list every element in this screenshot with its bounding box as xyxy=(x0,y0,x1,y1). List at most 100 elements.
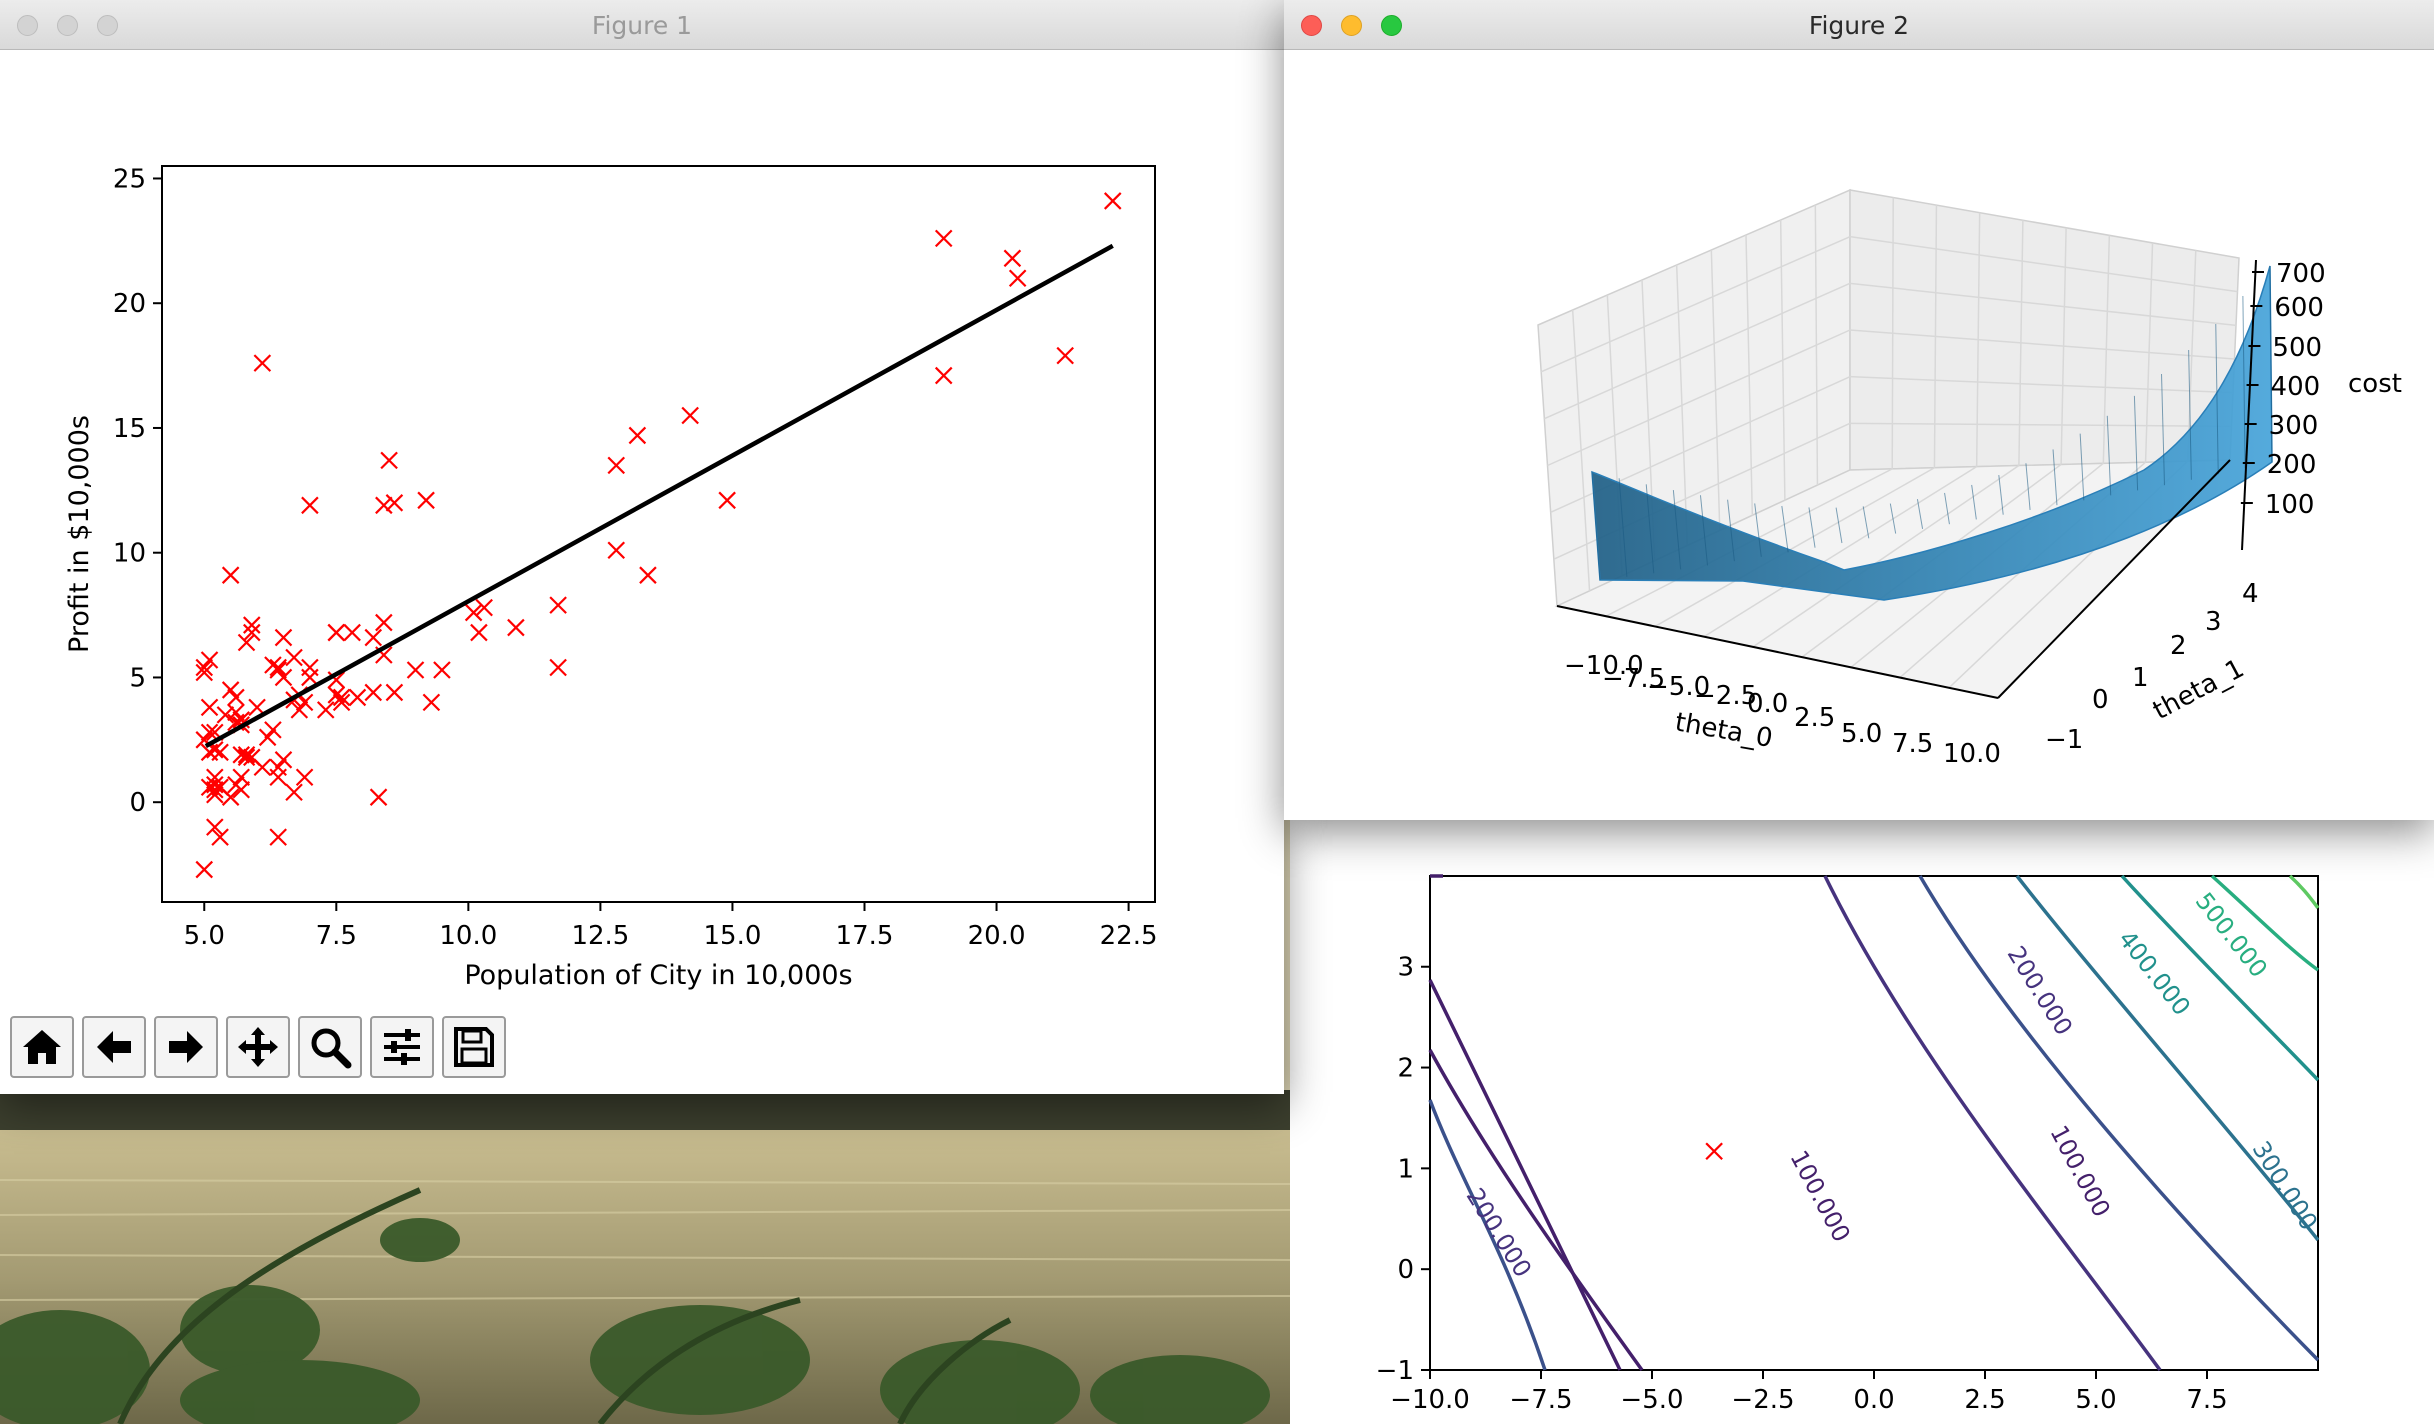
data-point-marker xyxy=(406,661,425,679)
data-point-marker xyxy=(232,746,251,764)
mesh-line xyxy=(1672,490,1682,570)
data-point-marker xyxy=(264,721,282,739)
y-tick-label: 4 xyxy=(2242,579,2259,609)
mesh-line xyxy=(2052,449,2058,506)
back-button[interactable] xyxy=(82,1016,146,1078)
home-icon xyxy=(23,1030,61,1064)
cost-surface xyxy=(1591,265,2273,601)
figure-2-titlebar[interactable]: Figure 2 xyxy=(1284,0,2434,50)
x-tick-label: −2.5 xyxy=(1731,1385,1794,1415)
marker-stroke xyxy=(269,768,287,787)
data-point-marker xyxy=(1003,249,1022,268)
figure-1-titlebar[interactable]: Figure 1 xyxy=(0,0,1284,50)
mesh-line xyxy=(1862,506,1870,539)
data-point-marker xyxy=(221,566,240,584)
data-point-marker xyxy=(269,658,287,677)
x-tick-label: 15.0 xyxy=(704,921,762,951)
data-point-marker xyxy=(232,780,251,799)
mesh-line xyxy=(2133,395,2139,491)
grid-line xyxy=(1547,329,1851,467)
pan-button[interactable] xyxy=(226,1016,290,1078)
marker-stroke xyxy=(332,693,351,712)
marker-stroke xyxy=(607,456,626,475)
x-tick-label: 7.5 xyxy=(1892,729,1933,759)
zoom-button[interactable] xyxy=(298,1016,362,1078)
close-button[interactable] xyxy=(17,15,38,36)
forward-button[interactable] xyxy=(154,1016,218,1078)
data-point-marker xyxy=(549,596,567,614)
configure-subplots-button[interactable] xyxy=(370,1016,434,1078)
data-point-marker xyxy=(1103,192,1122,210)
marker-stroke xyxy=(285,783,303,802)
minimize-button[interactable] xyxy=(1341,15,1362,36)
marker-stroke xyxy=(243,748,261,767)
mesh-line xyxy=(2215,324,2219,475)
x-tick-label: −7.5 xyxy=(1509,1385,1572,1415)
save-button[interactable] xyxy=(442,1016,506,1078)
grid-line xyxy=(1849,282,2237,327)
data-point-marker xyxy=(211,743,229,762)
data-point-marker xyxy=(243,616,261,634)
grid-line xyxy=(1752,464,2020,648)
y-tick-label: 0 xyxy=(2092,685,2109,715)
x-tick-label: 5.0 xyxy=(1841,719,1882,749)
mesh-line xyxy=(2269,265,2273,463)
mesh-line xyxy=(1727,499,1735,562)
z-tick-label: 500 xyxy=(2272,333,2322,363)
data-point-marker xyxy=(227,688,245,707)
mesh-line xyxy=(2079,433,2085,501)
mesh-line xyxy=(1645,484,1655,574)
marker-stroke xyxy=(295,768,314,787)
marker-stroke xyxy=(549,658,567,677)
minimize-button[interactable] xyxy=(57,15,78,36)
figure-2-window: Figure 2 100 200 300 400 500 600 700 cost −10.0−… xyxy=(1284,0,2434,820)
mesh-line xyxy=(1754,503,1762,557)
marker-stroke xyxy=(385,494,404,512)
grid-line xyxy=(1540,235,1851,373)
y-tick-label: 10 xyxy=(113,539,146,569)
z-tick-label: 200 xyxy=(2267,450,2317,480)
marker-stroke xyxy=(285,648,303,667)
data-point-marker xyxy=(607,456,626,475)
zoom-button[interactable] xyxy=(97,15,118,36)
data-point-marker xyxy=(274,668,293,687)
marker-stroke xyxy=(375,646,393,664)
marker-stroke xyxy=(243,623,261,642)
data-point-marker xyxy=(200,698,219,717)
close-button[interactable] xyxy=(1301,15,1322,36)
marker-stroke xyxy=(232,746,251,764)
home-button[interactable] xyxy=(10,1016,74,1078)
marker-stroke xyxy=(422,693,441,712)
marker-stroke xyxy=(385,683,404,702)
x-axis-label: Population of City in 10,000s xyxy=(464,960,852,991)
save-disk-icon xyxy=(454,1027,494,1067)
x-tick-label: 2.5 xyxy=(1964,1385,2005,1415)
marker-stroke xyxy=(718,491,736,510)
data-point-marker xyxy=(211,828,229,846)
mesh-line xyxy=(2161,373,2165,486)
minimum-marker xyxy=(1705,1142,1723,1161)
contour-line xyxy=(2288,874,2320,910)
marker-stroke xyxy=(206,780,224,799)
data-point-marker xyxy=(195,663,214,682)
marker-stroke xyxy=(206,741,224,759)
data-point-marker xyxy=(274,628,293,647)
x-tick-label: 0.0 xyxy=(1853,1385,1894,1415)
marker-stroke xyxy=(364,628,383,647)
data-point-marker xyxy=(237,633,256,652)
marker-stroke xyxy=(195,658,214,677)
marker-stroke xyxy=(248,698,266,717)
marker-stroke xyxy=(253,758,272,777)
x-tick-label: −10.0 xyxy=(1390,1385,1470,1415)
plot-frame xyxy=(1429,875,2319,1371)
data-point-marker xyxy=(364,683,383,702)
y-tick-label: 2 xyxy=(2170,631,2187,661)
contour-line xyxy=(1918,875,2320,1362)
data-point-marker xyxy=(507,618,525,637)
x-tick-label: −10.0 xyxy=(1564,651,1644,681)
marker-stroke xyxy=(639,566,657,584)
marker-stroke xyxy=(200,698,219,717)
zoom-button[interactable] xyxy=(1381,15,1402,36)
marker-stroke xyxy=(253,354,272,372)
grid-line xyxy=(1849,235,2238,293)
